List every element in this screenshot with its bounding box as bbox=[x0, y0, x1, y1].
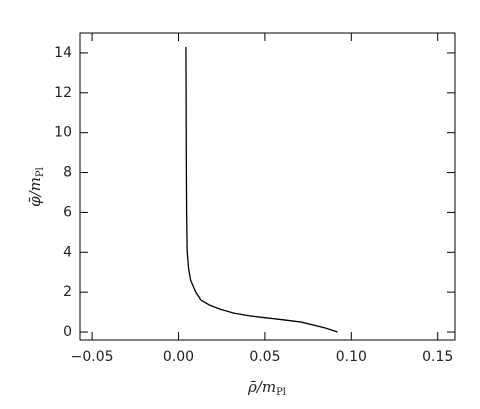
plot-frame bbox=[79, 32, 456, 341]
y-tick-label: 0 bbox=[63, 324, 72, 340]
y-tick-label: 2 bbox=[63, 284, 72, 300]
y-label-sub: Pl bbox=[35, 167, 46, 177]
x-axis-label: ρ̄/mPl bbox=[247, 378, 286, 398]
y-tick-label: 14 bbox=[54, 45, 72, 61]
x-label-main: ρ̄/m bbox=[247, 378, 276, 396]
data-line bbox=[185, 46, 338, 333]
y-tick-label: 6 bbox=[63, 204, 72, 220]
y-tick-label: 12 bbox=[54, 85, 72, 101]
x-tick-label: 0.05 bbox=[249, 349, 280, 365]
x-tick-label: 0.15 bbox=[422, 349, 453, 365]
y-tick-label: 10 bbox=[54, 125, 72, 141]
x-tick-label: 0.00 bbox=[163, 349, 194, 365]
y-axis-label: φ̄/mPl bbox=[26, 167, 46, 207]
y-tick-label: 8 bbox=[63, 165, 72, 181]
x-label-sub: Pl bbox=[276, 387, 286, 398]
x-tick-label: 0.10 bbox=[336, 349, 367, 365]
y-tick-label: 4 bbox=[63, 244, 72, 260]
y-label-main: φ̄/m bbox=[26, 177, 44, 207]
x-tick-label: −0.05 bbox=[71, 349, 114, 365]
